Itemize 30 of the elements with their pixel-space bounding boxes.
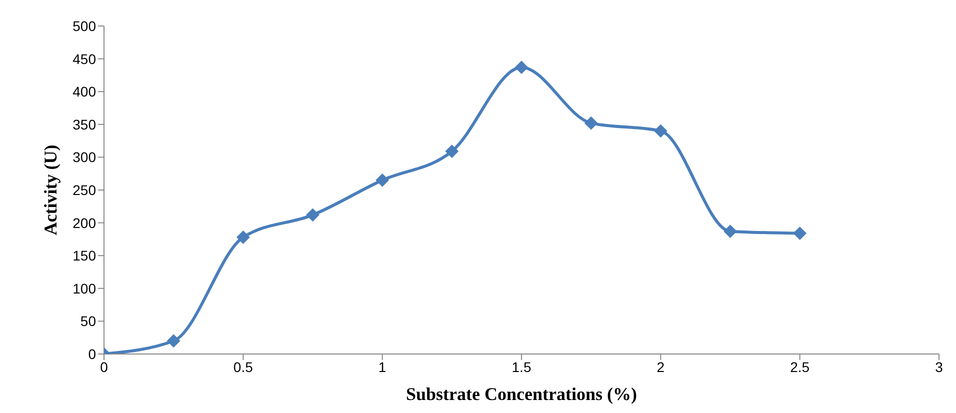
y-tick-label: 300 (72, 149, 96, 166)
x-tick-label: 2 (656, 358, 665, 375)
point (724, 224, 737, 238)
y-tick-label: 500 (72, 18, 96, 34)
x-tick-label: 0.5 (233, 358, 254, 375)
x-tick-label: 2.5 (790, 358, 810, 375)
x-tick-label: 0 (100, 358, 108, 375)
x-tick-label: 1.5 (512, 358, 532, 375)
y-tick-label: 350 (72, 116, 96, 132)
point (376, 174, 389, 187)
y-tick-label: 400 (72, 84, 96, 100)
y-tick-label: 250 (72, 182, 96, 198)
y-tick-label: 50 (80, 313, 96, 330)
y-axis-title: Activity (U) (40, 144, 60, 236)
y-tick-label: 200 (72, 214, 96, 231)
point (445, 144, 458, 158)
point (654, 124, 668, 138)
point (306, 208, 320, 222)
y-tick-label: 0 (88, 346, 96, 362)
point (584, 116, 598, 130)
x-axis-title: Substrate Concentrations (%) (406, 384, 637, 404)
point (515, 60, 528, 74)
point (236, 230, 250, 244)
y-tick-label: 150 (72, 248, 96, 264)
y-tick-label: 100 (72, 280, 96, 296)
x-tick-label: 1 (378, 358, 386, 375)
y-tick-label: 450 (72, 50, 96, 67)
x-tick-label: 3 (935, 358, 944, 375)
point (793, 226, 806, 240)
point (167, 334, 180, 348)
